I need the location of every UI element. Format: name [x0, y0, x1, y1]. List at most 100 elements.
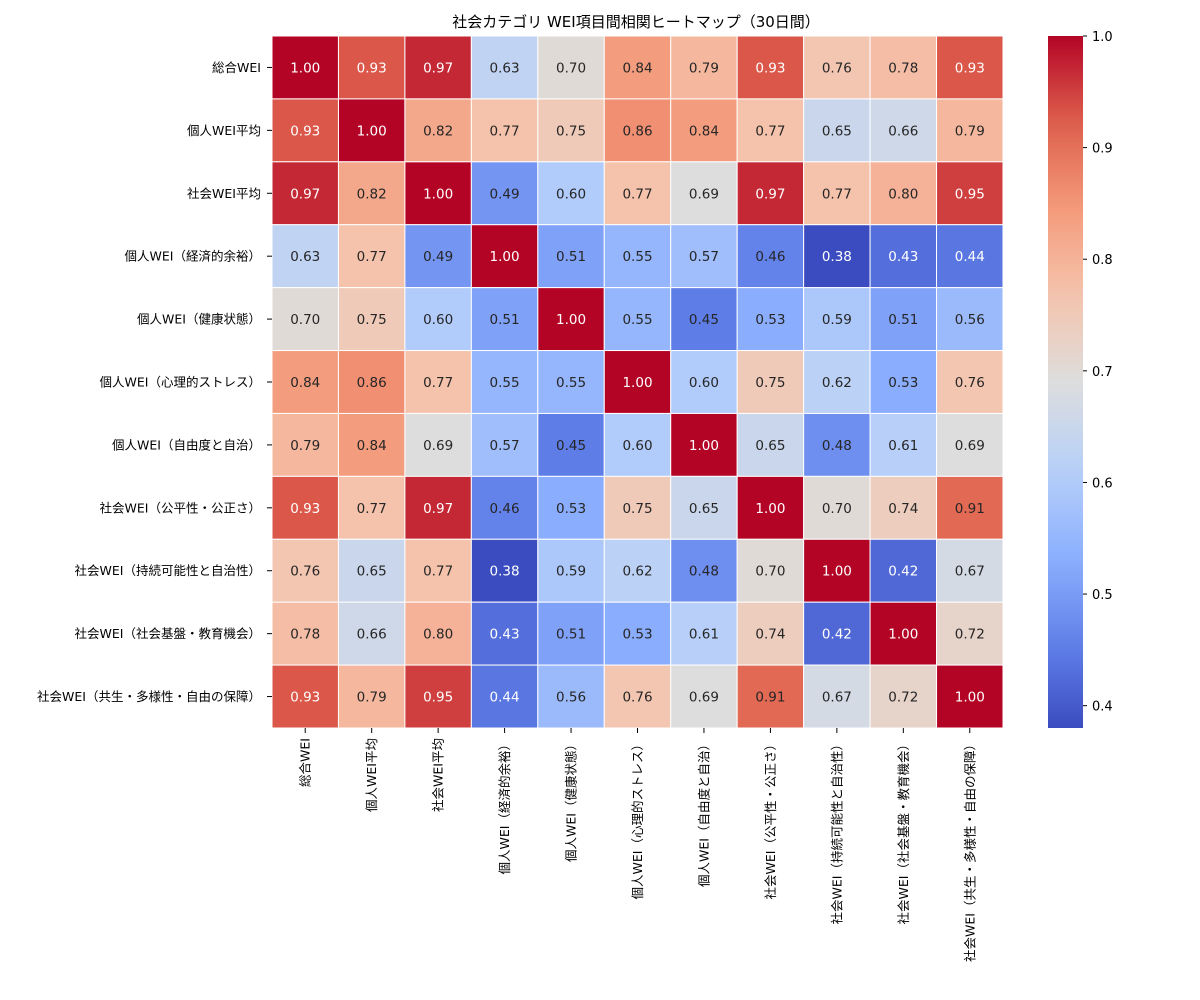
- cell-value-label: 0.42: [822, 627, 852, 643]
- heatmap-cell: [603, 350, 672, 414]
- cell-value-label: 0.82: [423, 123, 453, 139]
- cell-value-label: 0.63: [290, 249, 320, 265]
- cell-value-label: 0.79: [955, 123, 985, 139]
- heatmap-cell: [936, 664, 1004, 729]
- cell-value-label: 0.77: [357, 501, 387, 517]
- heatmap-cell: [470, 475, 539, 540]
- heatmap-cell: [470, 412, 539, 477]
- cell-value-label: 0.51: [490, 312, 520, 328]
- cell-value-label: 0.43: [490, 627, 520, 643]
- cell-value-label: 0.66: [888, 123, 918, 139]
- row-label: 社会WEI（公平性・公正さ）: [100, 500, 261, 515]
- cell-value-label: 0.38: [822, 249, 852, 265]
- heatmap-cell: [537, 601, 605, 666]
- heatmap-cell: [470, 287, 539, 352]
- heatmap-cell: [603, 475, 672, 540]
- heatmap-cell: [803, 664, 871, 729]
- row-label: 社会WEI（共生・多様性・自由の保障）: [37, 689, 261, 704]
- colorbar-gradient: [1048, 36, 1083, 728]
- cell-value-label: 0.65: [822, 123, 852, 139]
- heatmap-cell: [271, 412, 339, 477]
- heatmap-cell: [736, 412, 805, 477]
- heatmap-cell: [271, 538, 339, 603]
- cell-value-label: 0.49: [423, 249, 453, 265]
- heatmap-cell: [603, 98, 672, 163]
- cell-value-label: 0.69: [689, 186, 719, 202]
- heatmap-cell: [404, 98, 472, 163]
- column-labels: 総合WEI 個人WEI平均 社会WEI平均 個人WEI（経済的余裕） 個人WEI（健康状…: [298, 728, 977, 962]
- cell-value-label: 0.38: [490, 564, 520, 580]
- heatmap-cell: [670, 224, 738, 289]
- cell-value-label: 0.59: [822, 312, 852, 328]
- heatmap-cell: [337, 287, 406, 352]
- cell-value-label: 1.00: [822, 564, 852, 580]
- heatmap-cell: [670, 287, 738, 352]
- row-label: 社会WEI平均: [187, 186, 261, 201]
- cell-value-label: 1.00: [290, 60, 320, 76]
- cell-value-label: 0.91: [755, 690, 785, 706]
- row-label: 社会WEI（持続可能性と自治性）: [75, 563, 261, 578]
- cell-value-label: 0.55: [490, 375, 520, 391]
- heatmap-cell: [936, 287, 1004, 352]
- heatmap-cell: [470, 224, 539, 289]
- heatmap-cell: [803, 601, 871, 666]
- heatmap-cell: [803, 538, 871, 603]
- cell-value-label: 0.77: [357, 249, 387, 265]
- cell-value-label: 0.70: [556, 60, 586, 76]
- cell-value-label: 0.45: [556, 438, 586, 454]
- row-label: 社会WEI（社会基盤・教育機会）: [75, 626, 261, 641]
- cell-value-label: 0.74: [755, 627, 785, 643]
- heatmap-cell: [271, 98, 339, 163]
- cell-value-label: 1.00: [888, 627, 918, 643]
- cell-value-label: 1.00: [755, 501, 785, 517]
- cell-value-label: 0.97: [423, 501, 453, 517]
- cell-value-label: 0.79: [689, 60, 719, 76]
- cell-value-label: 0.46: [755, 249, 785, 265]
- cell-value-label: 0.67: [955, 564, 985, 580]
- heatmap-cell: [404, 161, 472, 226]
- cell-value-label: 0.48: [822, 438, 852, 454]
- cell-value-label: 0.75: [622, 501, 652, 517]
- cell-value-label: 0.84: [622, 60, 652, 76]
- cell-value-label: 0.84: [290, 375, 320, 391]
- colorbar-tick-label: 0.4: [1092, 700, 1113, 715]
- heatmap-cell: [869, 412, 938, 477]
- cell-value-label: 0.69: [955, 438, 985, 454]
- cell-value-label: 0.93: [290, 690, 320, 706]
- heatmap-cell: [936, 350, 1004, 414]
- heatmap-cell: [271, 287, 339, 352]
- heatmap-cell: [869, 287, 938, 352]
- cell-value-label: 0.91: [955, 501, 985, 517]
- heatmap-cells: 1.00 0.93 0.97 0.63 0.70 0.84 0.79 0.93 0.76 0.78…: [271, 35, 1004, 729]
- cell-value-label: 0.69: [689, 690, 719, 706]
- cell-value-label: 0.69: [423, 438, 453, 454]
- heatmap-cell: [936, 98, 1004, 163]
- cell-value-label: 0.48: [689, 564, 719, 580]
- cell-value-label: 0.61: [689, 627, 719, 643]
- cell-value-label: 1.00: [556, 312, 586, 328]
- cell-value-label: 0.60: [622, 438, 652, 454]
- cell-value-label: 0.80: [423, 627, 453, 643]
- cell-value-label: 0.44: [955, 249, 985, 265]
- heatmap-cell: [404, 601, 472, 666]
- cell-value-label: 0.93: [357, 60, 387, 76]
- colorbar-tick-label: 0.6: [1092, 476, 1113, 491]
- cell-value-label: 1.00: [490, 249, 520, 265]
- heatmap-cell: [337, 35, 406, 100]
- cell-value-label: 0.62: [822, 375, 852, 391]
- heatmap-cell: [803, 287, 871, 352]
- heatmap-cell: [271, 475, 339, 540]
- column-label: 個人WEI（自由度と自治）: [696, 738, 711, 887]
- cell-value-label: 0.65: [755, 438, 785, 454]
- cell-value-label: 0.97: [755, 186, 785, 202]
- chart-title: 社会カテゴリ WEI項目間相関ヒートマップ（30日間）: [452, 13, 820, 31]
- heatmap-cell: [936, 161, 1004, 226]
- cell-value-label: 0.97: [290, 186, 320, 202]
- cell-value-label: 0.76: [622, 690, 652, 706]
- cell-value-label: 0.77: [490, 123, 520, 139]
- cell-value-label: 0.59: [556, 564, 586, 580]
- heatmap-cell: [803, 224, 871, 289]
- heatmap-cell: [404, 35, 472, 100]
- cell-value-label: 0.60: [556, 186, 586, 202]
